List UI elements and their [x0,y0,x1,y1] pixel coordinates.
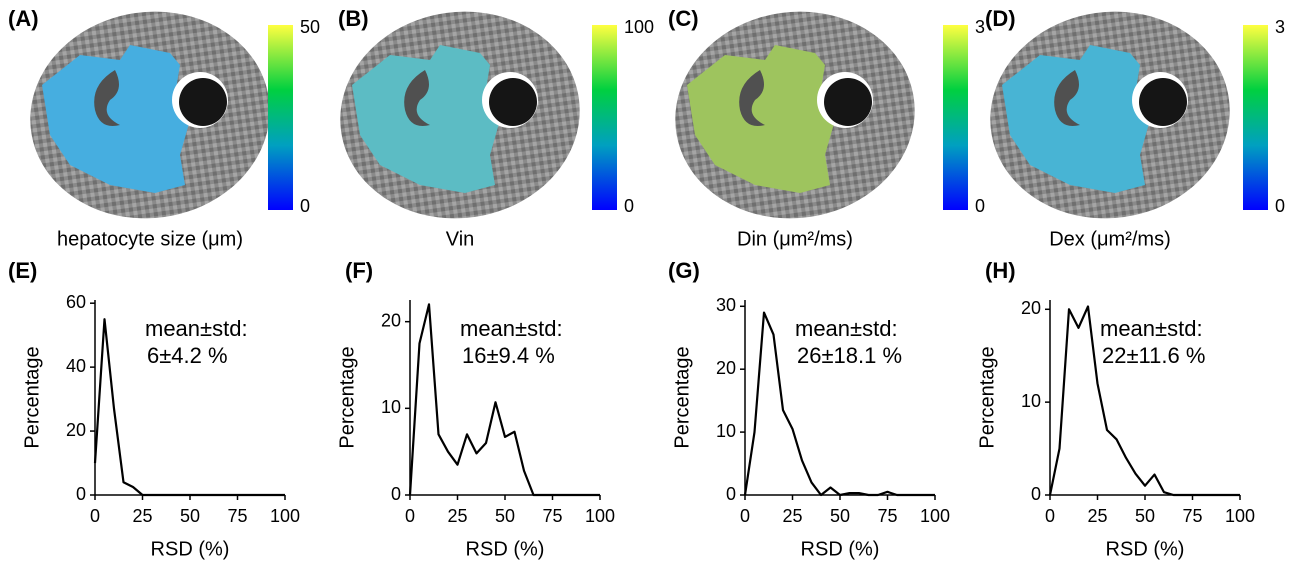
colorbar [592,25,617,210]
parameter-overlay [352,45,500,193]
x-tick-label: 50 [495,506,515,526]
y-tick-label: 0 [1031,484,1041,504]
y-tick-label: 20 [1021,298,1041,318]
y-tick-label: 10 [1021,391,1041,411]
panel-label: (H) [985,258,1016,283]
y-tick-label: 0 [391,484,401,504]
colorbar-tick-label: 0 [624,196,634,216]
y-axis-label: Percentage [336,346,358,448]
x-tick-label: 75 [542,506,562,526]
y-tick-label: 40 [66,356,86,376]
x-tick-label: 0 [1045,506,1055,526]
y-tick-label: 60 [66,292,86,312]
data-line [743,311,935,497]
y-tick-label: 20 [381,310,401,330]
parameter-overlay [42,45,190,193]
x-tick-label: 0 [405,506,415,526]
colorbar-tick-label: 0 [975,196,985,216]
x-axis-label: RSD (%) [466,538,545,560]
annotation: mean±std: [795,316,898,341]
map-image [30,11,270,219]
y-tick-label: 0 [726,484,736,504]
panel-label: (E) [8,258,37,283]
y-tick-label: 0 [76,484,86,504]
x-tick-label: 50 [1135,506,1155,526]
lumen [1139,78,1187,126]
x-axis-label: RSD (%) [151,538,230,560]
parameter-overlay [1002,45,1150,193]
x-axis-label: RSD (%) [1106,538,1185,560]
annotation: 16±9.4 % [462,343,555,368]
x-tick-label: 100 [270,506,300,526]
x-tick-label: 75 [227,506,247,526]
data-line [1048,305,1240,497]
map-image [675,11,915,219]
colorbar-tick-label: 0 [300,196,310,216]
panel-label: (C) [668,6,699,31]
x-axis-label: RSD (%) [801,538,880,560]
x-tick-label: 0 [740,506,750,526]
map-image [340,11,580,219]
x-tick-label: 25 [1087,506,1107,526]
panel-label: (B) [338,6,369,31]
x-tick-label: 75 [1182,506,1202,526]
annotation: 22±11.6 % [1102,343,1205,368]
panel-label: (F) [345,258,373,283]
x-tick-label: 0 [90,506,100,526]
lumen [179,78,227,126]
map-image [990,11,1230,219]
x-tick-label: 50 [830,506,850,526]
y-axis-label: Percentage [976,346,998,448]
annotation: mean±std: [145,316,248,341]
x-tick-label: 75 [877,506,897,526]
y-axis-label: Percentage [671,346,693,448]
x-tick-label: 100 [1225,506,1255,526]
x-tick-label: 25 [132,506,152,526]
lumen [489,78,537,126]
map-label: Din (μm²/ms) [737,228,853,250]
y-axis-label: Percentage [21,346,43,448]
vessel [404,70,430,126]
colorbar-tick-label: 100 [624,17,654,37]
x-tick-label: 100 [920,506,950,526]
colorbar [943,25,968,210]
parameter-overlay [687,45,835,193]
panel-label: (G) [668,258,700,283]
data-line [93,318,285,497]
x-tick-label: 100 [585,506,615,526]
map-label: Dex (μm²/ms) [1049,228,1171,250]
y-tick-label: 10 [381,397,401,417]
vessel [94,70,120,126]
x-tick-label: 25 [782,506,802,526]
y-tick-label: 10 [716,421,736,441]
data-line [408,303,600,497]
y-tick-label: 20 [716,358,736,378]
x-tick-label: 50 [180,506,200,526]
annotation: mean±std: [1100,316,1203,341]
panel-label: (D) [985,6,1016,31]
y-tick-label: 30 [716,295,736,315]
lumen [824,78,872,126]
map-label: hepatocyte size (μm) [57,228,243,250]
colorbar-tick-label: 3 [975,17,985,37]
y-tick-label: 20 [66,420,86,440]
map-label: Vin [446,228,475,250]
colorbar [268,25,293,210]
x-tick-label: 25 [447,506,467,526]
annotation: 26±18.1 % [797,343,902,368]
vessel [739,70,765,126]
panel-label: (A) [8,6,39,31]
annotation: mean±std: [460,316,563,341]
colorbar [1243,25,1268,210]
colorbar-tick-label: 50 [300,17,320,37]
vessel [1054,70,1080,126]
colorbar-tick-label: 3 [1275,17,1285,37]
annotation: 6±4.2 % [147,343,228,368]
colorbar-tick-label: 0 [1275,196,1285,216]
